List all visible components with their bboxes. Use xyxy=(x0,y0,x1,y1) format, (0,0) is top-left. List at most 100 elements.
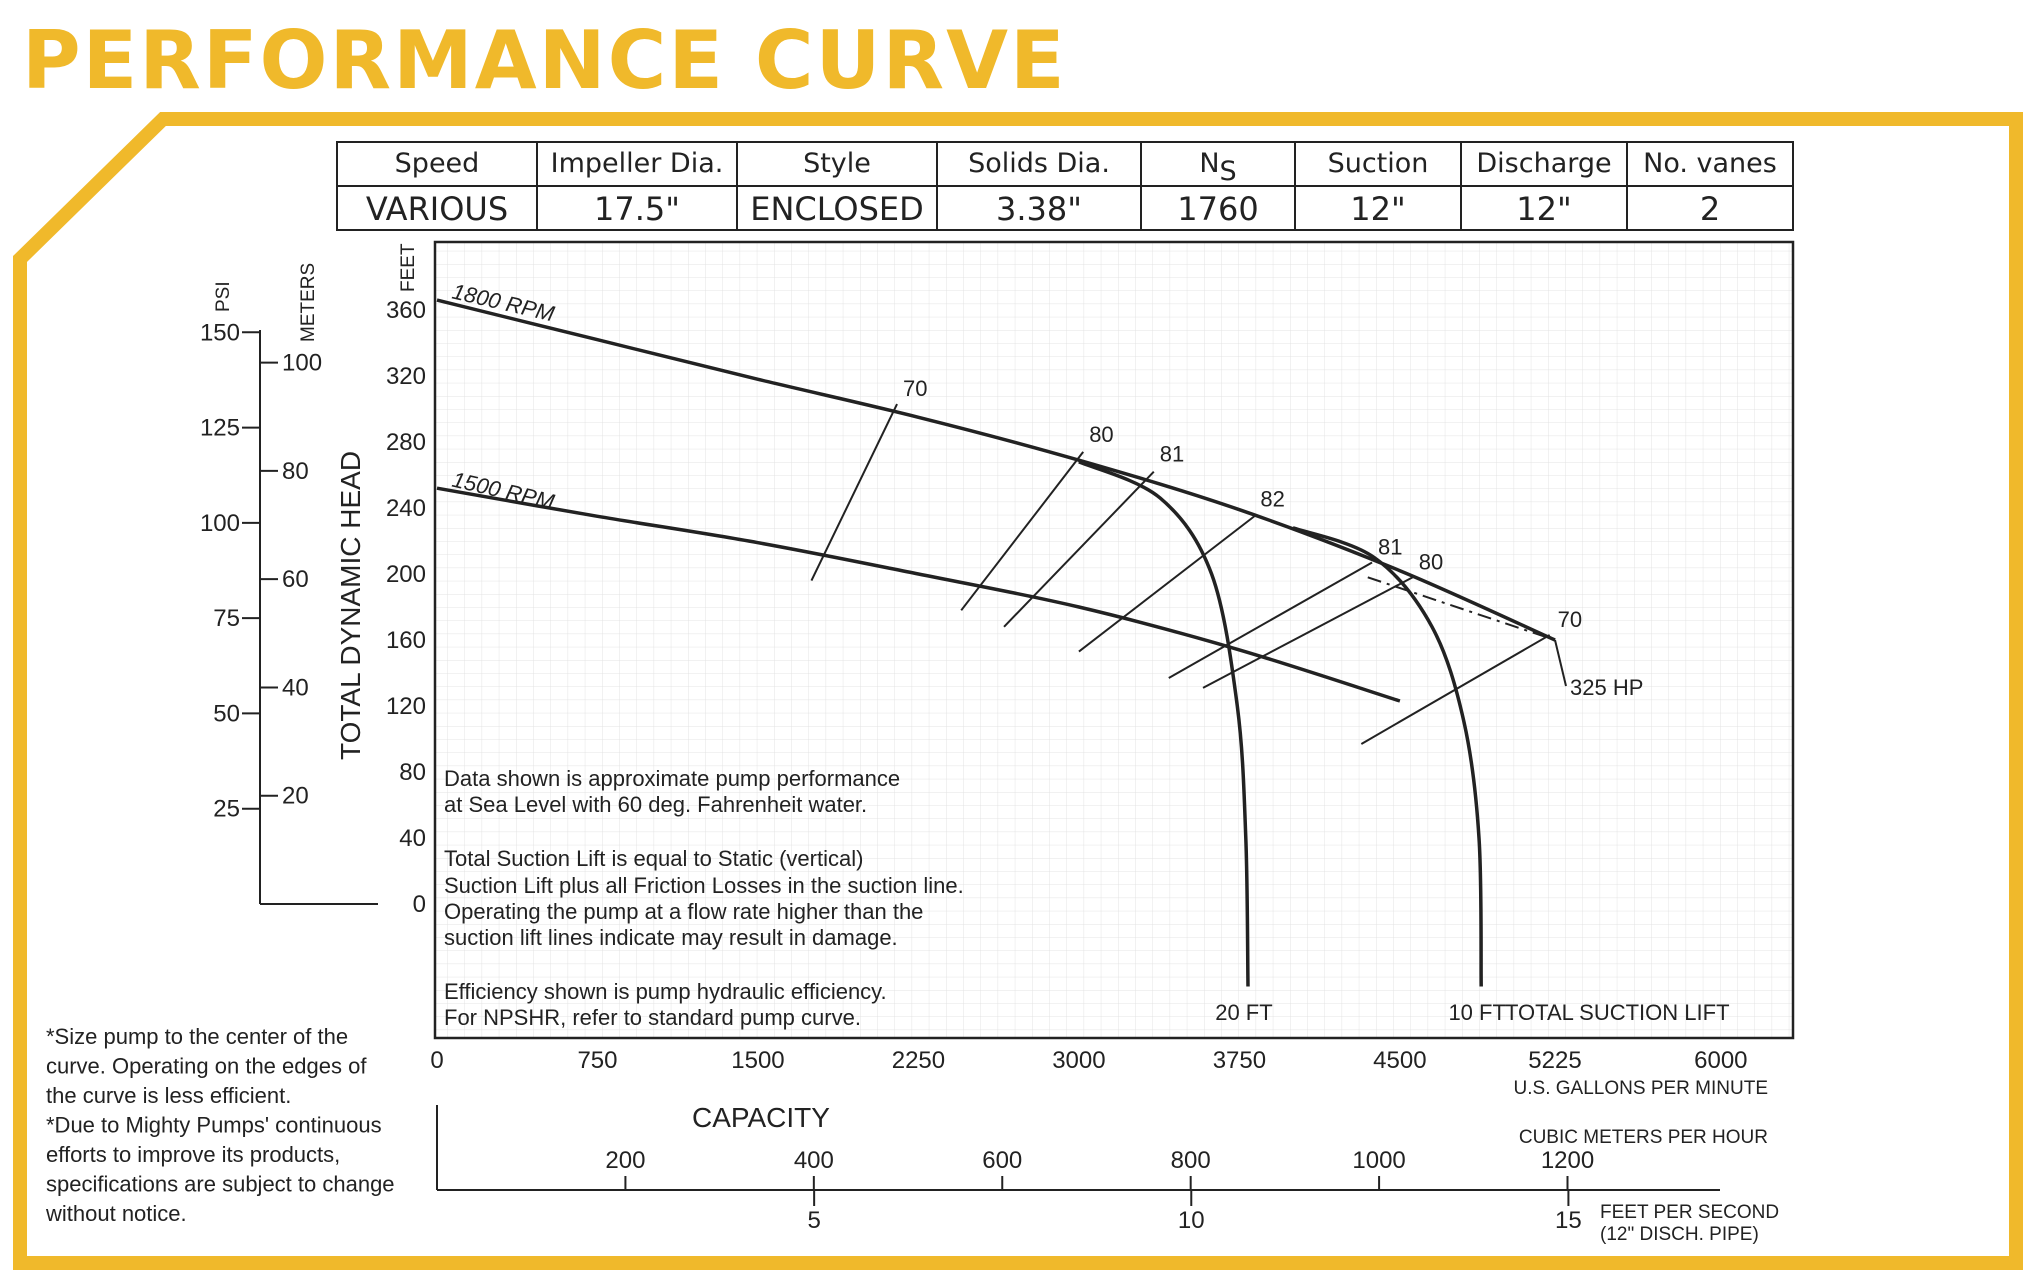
efficiency-label: 81 xyxy=(1160,442,1184,467)
chart-note-line: Efficiency shown is pump hydraulic effic… xyxy=(444,979,887,1004)
efficiency-line xyxy=(1078,515,1255,653)
y-tick-label: 40 xyxy=(399,825,426,852)
x-tick-label: 2250 xyxy=(892,1047,945,1074)
psi-tick-label: 75 xyxy=(213,605,240,632)
footnote-line: *Due to Mighty Pumps' continuous xyxy=(46,1113,382,1138)
spec-value-4: 1760 xyxy=(1177,190,1258,228)
psi-tick-label: 100 xyxy=(200,510,240,537)
spec-value-0: VARIOUS xyxy=(366,190,508,228)
efficiency-label: 80 xyxy=(1419,549,1443,574)
suction-lift-label: 10 FT xyxy=(1448,1000,1505,1025)
spec-value-7: 2 xyxy=(1700,190,1720,228)
m3h-tick-label: 600 xyxy=(982,1147,1022,1174)
chart-note-line: suction lift lines indicate may result i… xyxy=(444,925,898,950)
m3h-tick-label: 1000 xyxy=(1352,1147,1405,1174)
chart-note-line: Suction Lift plus all Friction Losses in… xyxy=(444,873,964,898)
fps-tick-label: 10 xyxy=(1178,1207,1205,1234)
fps-tick-label: 5 xyxy=(807,1207,820,1234)
meters-tick-label: 20 xyxy=(282,783,309,810)
x-tick-label: 4500 xyxy=(1373,1047,1426,1074)
efficiency-line xyxy=(1202,576,1414,689)
m3h-tick-label: 1200 xyxy=(1541,1147,1594,1174)
x-tick-label: 3000 xyxy=(1052,1047,1105,1074)
x-tick-label: 0 xyxy=(430,1047,443,1074)
efficiency-label: 82 xyxy=(1260,486,1284,511)
y-axis-unit: FEET xyxy=(398,243,419,292)
y-tick-label: 200 xyxy=(386,561,426,588)
x-tick-label: 6000 xyxy=(1694,1047,1747,1074)
chart-notes: Data shown is approximate pump performan… xyxy=(444,766,964,1030)
spec-table: Speed Impeller Dia. Style Solids Dia. NS Suct… xyxy=(336,141,1794,231)
efficiency-line xyxy=(1003,471,1155,628)
spec-value-1: 17.5" xyxy=(594,190,680,228)
fps-axis-unit-sub: (12" DISCH. PIPE) xyxy=(1600,1224,1759,1245)
y-tick-label: 240 xyxy=(386,495,426,522)
x-tick-label: 5225 xyxy=(1528,1047,1581,1074)
spec-header-5: Suction xyxy=(1328,148,1429,179)
y-tick-label: 0 xyxy=(413,891,426,918)
m3h-axis-unit: CUBIC METERS PER HOUR xyxy=(1519,1127,1768,1148)
footnotes: *Size pump to the center of the curve. Op… xyxy=(45,1024,395,1226)
chart-note-line: at Sea Level with 60 deg. Fahrenheit wat… xyxy=(444,792,867,817)
yellow-frame xyxy=(13,112,2023,1270)
efficiency-label: 70 xyxy=(903,376,927,401)
footnote-line: efforts to improve its products, xyxy=(46,1142,340,1167)
plot-grid xyxy=(435,242,1793,1038)
meters-tick-label: 80 xyxy=(282,458,309,485)
hp-label: 325 HP xyxy=(1570,675,1643,700)
head-curve xyxy=(436,486,1401,703)
psi-tick-label: 125 xyxy=(200,415,240,442)
spec-value-6: 12" xyxy=(1516,190,1571,228)
y-tick-label: 80 xyxy=(399,759,426,786)
spec-value-2: ENCLOSED xyxy=(750,190,924,228)
y-tick-label: 280 xyxy=(386,429,426,456)
footnote-line: without notice. xyxy=(45,1201,187,1226)
y-tick-label: 120 xyxy=(386,693,426,720)
y-tick-label: 160 xyxy=(386,627,426,654)
y-axis-title: TOTAL DYNAMIC HEAD xyxy=(335,451,366,760)
footnote-line: *Size pump to the center of the xyxy=(46,1024,348,1049)
meters-tick-label: 40 xyxy=(282,674,309,701)
spec-value-3: 3.38" xyxy=(996,190,1082,228)
m3h-tick-label: 200 xyxy=(605,1147,645,1174)
meters-axis-unit: METERS xyxy=(298,263,319,342)
y-tick-label: 320 xyxy=(386,363,426,390)
efficiency-label: 80 xyxy=(1089,422,1113,447)
psi-tick-label: 25 xyxy=(213,796,240,823)
spec-header-1: Impeller Dia. xyxy=(551,148,724,179)
hp-leader xyxy=(1554,639,1567,687)
suction-lift-label: 20 FT xyxy=(1215,1000,1272,1025)
efficiency-line xyxy=(960,451,1084,611)
spec-header-6: Discharge xyxy=(1476,148,1611,179)
chart-note-line: For NPSHR, refer to standard pump curve. xyxy=(444,1005,861,1030)
efficiency-line xyxy=(810,403,898,582)
footnote-line: the curve is less efficient. xyxy=(46,1083,291,1108)
spec-header-2: Style xyxy=(803,148,871,179)
psi-axis-unit: PSI xyxy=(213,281,234,312)
capacity-label: CAPACITY xyxy=(692,1102,830,1133)
meters-tick-label: 60 xyxy=(282,566,309,593)
spec-header-3: Solids Dia. xyxy=(968,148,1110,179)
page-title: PERFORMANCE CURVE xyxy=(22,14,1067,107)
m3h-tick-label: 800 xyxy=(1171,1147,1211,1174)
suction-lift-curve xyxy=(1292,526,1483,987)
fps-axis-unit: FEET PER SECOND xyxy=(1600,1202,1779,1223)
footnote-line: curve. Operating on the edges of xyxy=(46,1054,367,1079)
hp-dashed-leader xyxy=(1367,576,1556,641)
suction-lift-curve xyxy=(1078,460,1250,987)
chart-note-line: Data shown is approximate pump performan… xyxy=(444,766,900,791)
x-tick-label: 750 xyxy=(577,1047,617,1074)
spec-header-subscript: S xyxy=(1220,156,1237,187)
spec-header-4: NS xyxy=(1199,148,1236,187)
footnote-line: specifications are subject to change xyxy=(46,1172,395,1197)
psi-tick-label: 150 xyxy=(200,319,240,346)
efficiency-line xyxy=(1168,561,1373,679)
chart-note-line: Operating the pump at a flow rate higher… xyxy=(444,899,923,924)
meters-tick-label: 100 xyxy=(282,350,322,377)
chart-note-line: Total Suction Lift is equal to Static (v… xyxy=(444,846,863,871)
m3h-tick-label: 400 xyxy=(794,1147,834,1174)
suction-lift-title: TOTAL SUCTION LIFT xyxy=(1505,1000,1730,1025)
psi-tick-label: 50 xyxy=(213,700,240,727)
head-curve xyxy=(436,298,1556,642)
